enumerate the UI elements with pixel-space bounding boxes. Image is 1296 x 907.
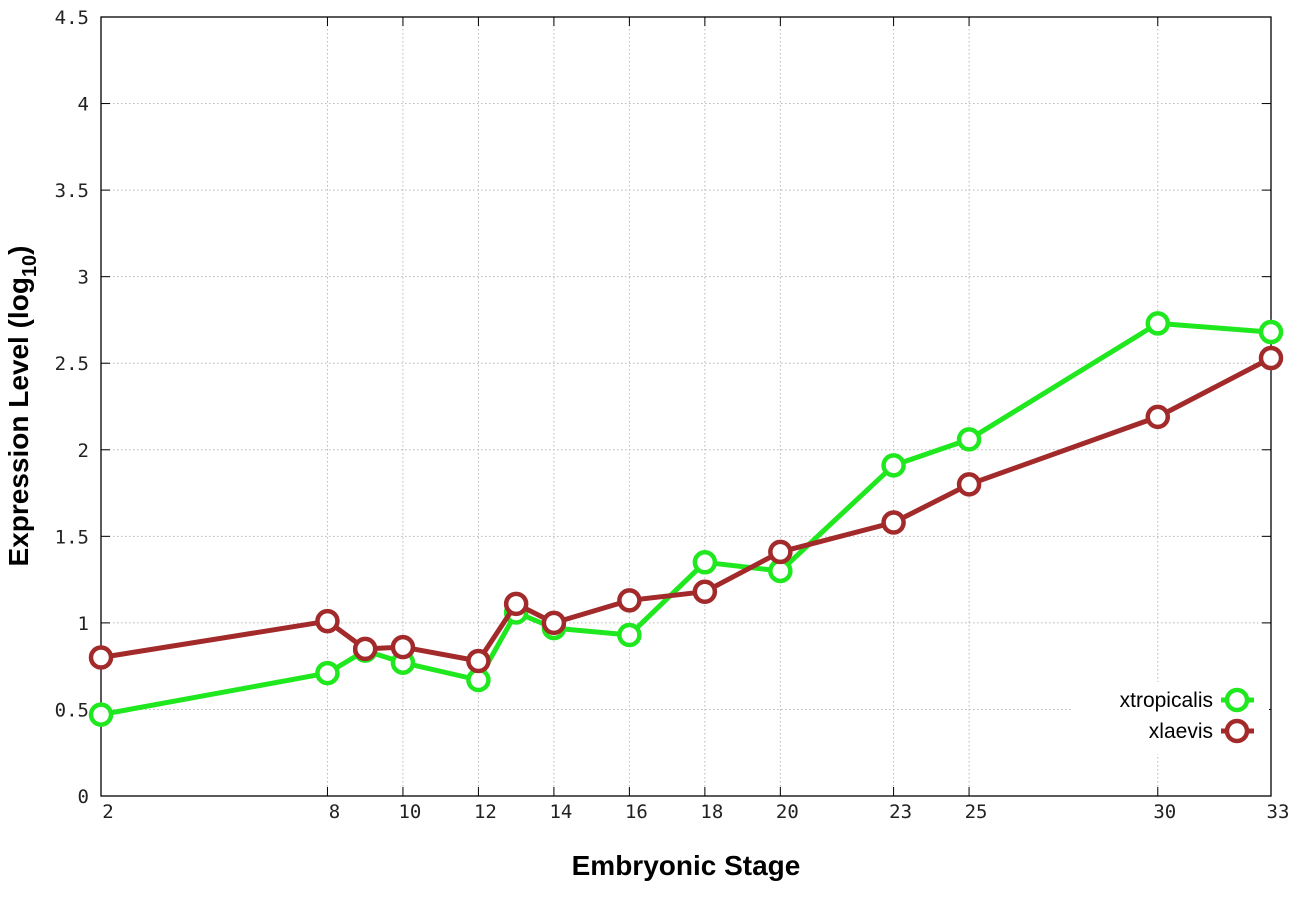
y-tick-label: 3 (78, 267, 89, 289)
y-axis-title-subscript: 10 (19, 255, 41, 277)
x-tick-label: 33 (1267, 801, 1290, 823)
y-axis-title-main: Expression Level (log (3, 277, 34, 566)
y-tick-label: 2.5 (55, 353, 89, 375)
y-tick-label: 0.5 (55, 699, 89, 721)
x-tick-label: 16 (625, 801, 648, 823)
data-point-xtropicalis (617, 622, 642, 648)
x-tick-label: 8 (329, 801, 340, 823)
y-tick-label: 1 (78, 613, 89, 635)
ticks: 2 8 10 12 14 16 18 20 23 25 30 33 0 0.5 1 1.5 2 2.5 3 3.5 4 4… (55, 7, 1290, 823)
x-tick-label: 23 (889, 801, 912, 823)
data-point-xtropicalis (88, 702, 114, 727)
data-point-xlaevis (1145, 404, 1171, 430)
data-point-xlaevis (503, 591, 529, 617)
data-point-xtropicalis (881, 453, 906, 478)
legend-marker (1224, 687, 1250, 713)
data-point-xlaevis (88, 645, 114, 670)
x-tick-label: 18 (700, 801, 723, 823)
data-point-xtropicalis (1145, 311, 1171, 336)
y-tick-label: 4 (78, 94, 89, 116)
y-tick-label: 2 (78, 440, 89, 462)
data-point-xtropicalis (315, 660, 340, 686)
data-point-xlaevis (390, 634, 416, 660)
legend-label: xlaevis (1149, 720, 1213, 743)
data-point-xlaevis (617, 588, 642, 613)
data-point-xlaevis (541, 610, 567, 636)
data-point-xlaevis (352, 636, 378, 662)
data-point-xlaevis (1258, 345, 1284, 371)
y-axis-title-close: ) (3, 246, 34, 255)
legend-marker (1224, 718, 1250, 744)
y-tick-label: 4.5 (55, 7, 89, 29)
y-tick-label: 0 (78, 786, 89, 808)
data-point-xlaevis (466, 648, 491, 674)
grid (101, 17, 1271, 796)
x-tick-label: 25 (965, 801, 988, 823)
plot-frame (100, 16, 1272, 797)
x-tick-label: 20 (776, 801, 799, 823)
data-point-xlaevis (315, 608, 340, 634)
data-point-xlaevis (692, 579, 718, 604)
y-tick-label: 1.5 (55, 526, 89, 548)
series-line-xlaevis (100, 355, 1273, 664)
x-axis-title: Embryonic Stage (572, 850, 801, 881)
x-tick-label: 30 (1153, 801, 1176, 823)
y-tick-label: 3.5 (55, 180, 89, 202)
legend-label: xtropicalis (1120, 689, 1213, 712)
x-tick-label: 12 (474, 801, 497, 823)
series (88, 311, 1284, 727)
x-tick-label: 14 (549, 801, 572, 823)
data-point-xlaevis (768, 539, 793, 565)
data-point-xtropicalis (1258, 319, 1284, 345)
data-point-xlaevis (881, 510, 906, 535)
series-line-xtropicalis (100, 320, 1272, 718)
y-axis-title: Expression Level (log10) (3, 246, 41, 567)
legend: xtropicalis xlaevis (1073, 682, 1269, 754)
data-point-xlaevis (956, 472, 982, 497)
data-point-xtropicalis (692, 550, 718, 575)
x-tick-label: 2 (102, 801, 113, 823)
data-point-xtropicalis (956, 427, 982, 452)
x-tick-label: 10 (398, 801, 421, 823)
